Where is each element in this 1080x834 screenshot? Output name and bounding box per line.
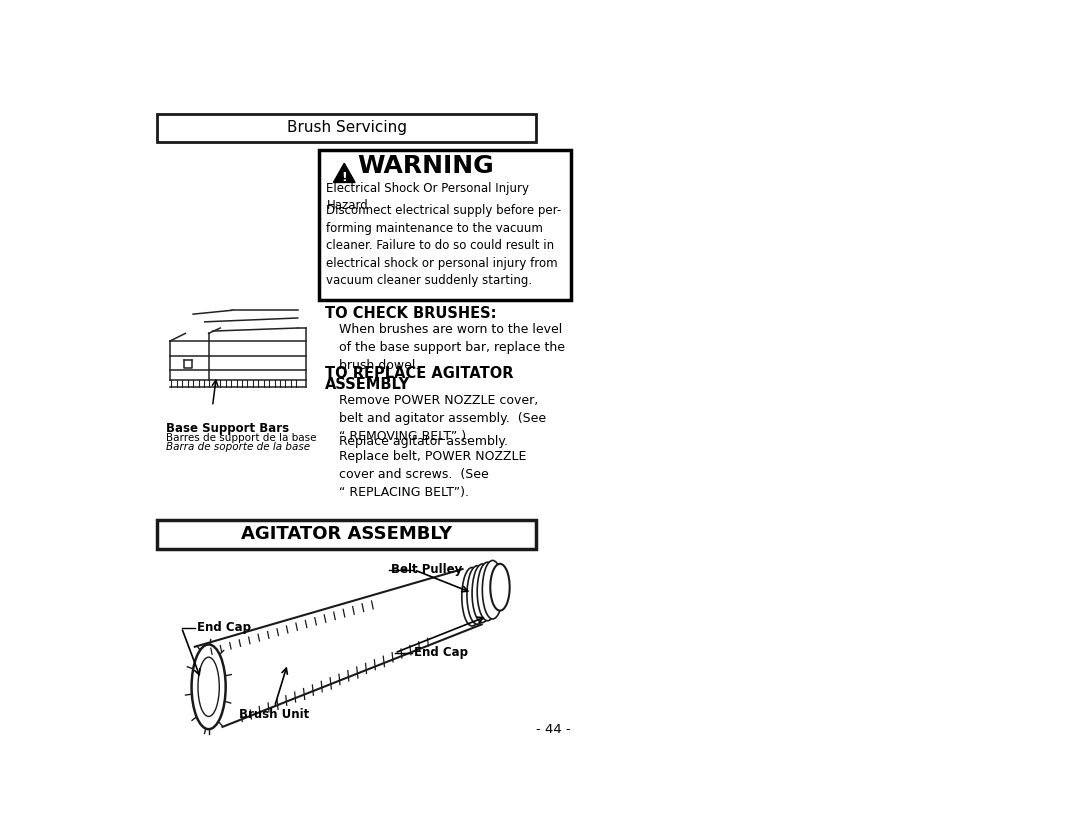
Ellipse shape: [477, 562, 498, 620]
Bar: [157, 114, 537, 142]
Ellipse shape: [462, 567, 483, 626]
Text: Replace belt, POWER NOZZLE
cover and screws.  (See
“ REPLACING BELT”).: Replace belt, POWER NOZZLE cover and scr…: [339, 450, 526, 500]
Bar: [157, 520, 537, 549]
Text: ASSEMBLY: ASSEMBLY: [325, 377, 410, 392]
Bar: [319, 150, 570, 300]
Text: Brush Servicing: Brush Servicing: [286, 120, 406, 135]
Text: Barres de support de la base: Barres de support de la base: [166, 433, 316, 443]
Text: Replace agitator assembly.: Replace agitator assembly.: [339, 435, 508, 448]
Text: Base Support Bars: Base Support Bars: [166, 422, 289, 435]
Text: End Cap: End Cap: [414, 646, 468, 660]
Ellipse shape: [490, 564, 510, 610]
Text: Remove POWER NOZZLE cover,
belt and agitator assembly.  (See
“ REMOVING BELT” ).: Remove POWER NOZZLE cover, belt and agit…: [339, 394, 546, 443]
Text: - 44 -: - 44 -: [536, 723, 571, 736]
Text: TO REPLACE AGITATOR: TO REPLACE AGITATOR: [325, 366, 513, 381]
Ellipse shape: [191, 645, 226, 729]
Text: Disconnect electrical supply before per-
forming maintenance to the vacuum
clean: Disconnect electrical supply before per-…: [326, 204, 562, 287]
Text: Barra de soporte de la base: Barra de soporte de la base: [166, 442, 310, 452]
Text: When brushes are worn to the level
of the base support bar, replace the
brush do: When brushes are worn to the level of th…: [339, 324, 565, 372]
Ellipse shape: [472, 564, 492, 622]
Text: WARNING: WARNING: [357, 153, 495, 178]
Polygon shape: [334, 163, 355, 183]
Ellipse shape: [483, 560, 503, 619]
Text: End Cap: End Cap: [197, 621, 251, 634]
Text: AGITATOR ASSEMBLY: AGITATOR ASSEMBLY: [241, 525, 453, 544]
Text: Belt Pulley: Belt Pulley: [391, 563, 462, 576]
Text: Brush Unit: Brush Unit: [240, 708, 310, 721]
Text: !: !: [341, 171, 347, 184]
Text: Electrical Shock Or Personal Injury
Hazard: Electrical Shock Or Personal Injury Haza…: [326, 183, 529, 213]
Text: TO CHECK BRUSHES:: TO CHECK BRUSHES:: [325, 306, 497, 321]
Ellipse shape: [467, 565, 487, 624]
